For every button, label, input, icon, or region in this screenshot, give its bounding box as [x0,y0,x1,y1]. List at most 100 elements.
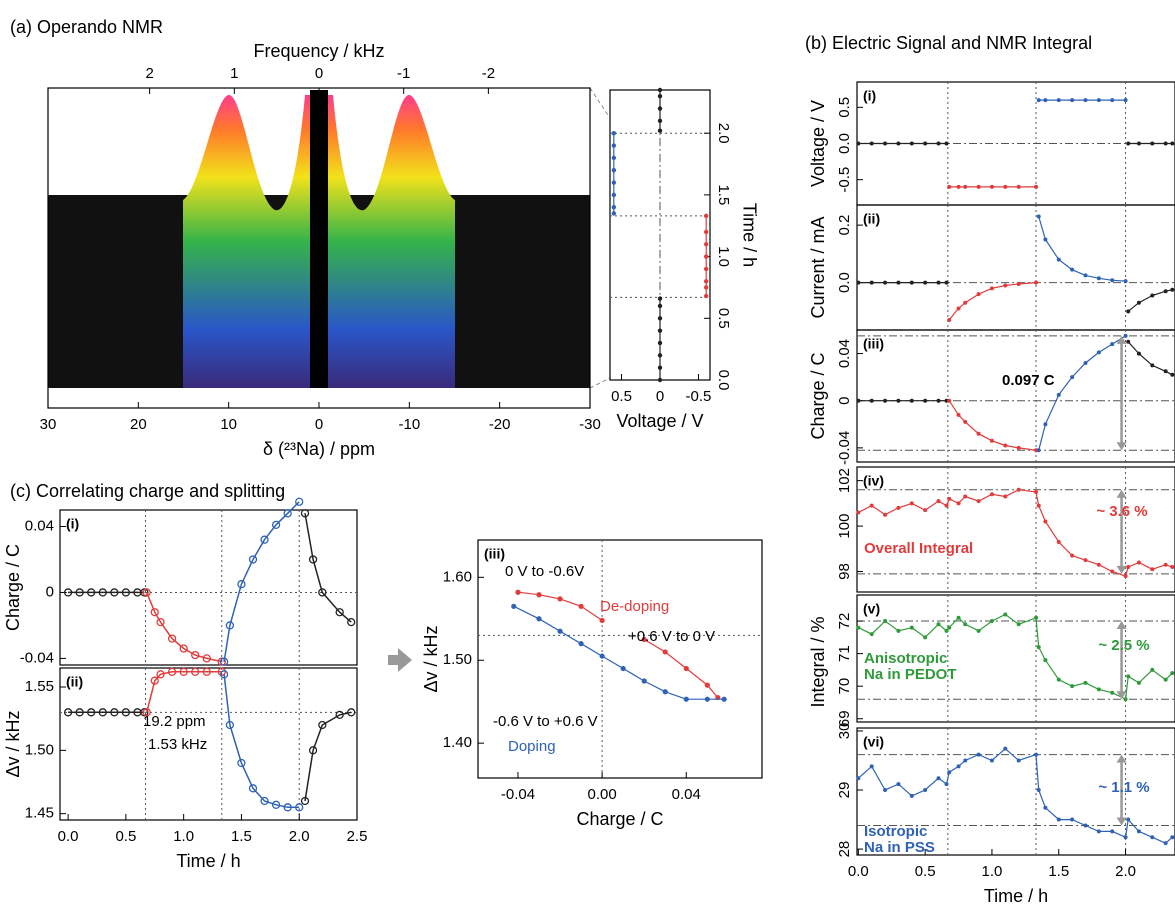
panel-label: (i) [863,88,876,104]
data-point [989,758,994,763]
y-tick-label: 102 [836,468,853,493]
data-point [110,708,119,717]
data-point [944,503,949,508]
data-point [98,588,107,597]
data-point [98,708,107,717]
y-axis-label: Time / h [739,203,759,267]
annotation: 1.53 kHz [148,736,207,753]
data-point [1163,141,1168,146]
data-point [1083,680,1088,685]
series-line [145,671,222,713]
data-point [641,636,647,643]
data-point [1110,829,1115,834]
data-point [167,667,177,676]
data-point [1110,98,1115,103]
panel: (iii) -0.04 0 0.04 Charge / C 0.097 C [808,329,1175,465]
data-point [1110,690,1115,695]
data-point [947,625,952,630]
data-point [703,213,709,219]
data-point [217,657,226,666]
data-point [1034,615,1039,620]
data-point [956,412,961,417]
data-point [936,499,941,504]
data-point [947,317,952,322]
data-point [883,141,888,146]
y-axis-label: Charge / C [3,544,23,631]
data-point [869,280,874,285]
panel: (iv) 98 100 102 Overall Integral ~ 3.6 % [836,466,1175,593]
panel: (b) Electric Signal and NMR Integral (i) -… [805,33,1175,206]
data-point [1110,278,1115,283]
data-point [1043,422,1048,427]
panel-label: (ii) [863,211,880,227]
data-point [237,580,246,589]
data-point [869,398,874,403]
data-point [1070,553,1075,558]
data-point [536,592,542,598]
y-tick-label: 1.45 [25,805,54,822]
y-tick-label: 0 [46,583,54,600]
x-tick-label: 0 [656,388,664,405]
data-point [1056,98,1061,103]
data-point [963,184,968,189]
data-point [662,689,668,695]
data-point [1083,273,1088,278]
data-point [611,143,617,148]
data-point [611,180,617,185]
data-point [923,508,928,513]
y-tick-label: 28 [836,841,853,858]
data-point [1096,562,1101,567]
data-point [1123,574,1128,579]
data-point [611,192,617,198]
series-label: Doping [508,738,556,755]
data-point [1034,752,1039,757]
data-point [110,588,119,597]
data-point [896,628,901,633]
data-point [683,665,689,672]
series-line [643,638,719,698]
series-label: De-doping [600,598,669,615]
y-tick-label: 30 [836,723,853,740]
data-point [515,589,521,595]
data-point [703,254,709,259]
data-point [1083,98,1088,103]
data-point [1003,494,1008,499]
x-tick-label: 30 [40,416,57,433]
data-point [1083,361,1088,365]
y-tick-label: 1.0 [715,246,732,267]
data-point [856,141,861,146]
data-point [536,616,542,622]
x-tick-label: 0.5 [115,828,136,845]
y-axis-label: Charge / C [808,352,828,439]
data-point [944,141,949,146]
data-point [1083,558,1088,563]
data-point [237,758,246,768]
data-point [703,242,709,247]
x-axis-label: Charge / C [576,809,663,829]
panel: (ii) 0.0 0.5 1.0 1.5 2.0 2.5 Time / h 1.45 1.50 1.… [3,667,367,871]
data-point [1150,667,1155,672]
panel: (v) 69 70 71 72 Integral / % Anisotropic Na in … [808,594,1175,727]
data-point [1043,98,1048,103]
x-tick-label: 0.00 [588,786,617,803]
data-point [578,641,584,647]
data-point [896,280,901,285]
data-point [1036,448,1041,453]
panel-label: (iii) [484,546,505,562]
data-point [1163,289,1168,294]
data-point [1096,687,1101,692]
data-point [1043,519,1048,524]
data-point [657,106,663,111]
data-point [976,292,981,297]
annotation: 19.2 ppm [143,713,206,730]
data-point [703,229,709,235]
data-point [1070,267,1075,272]
data-point [620,665,626,672]
data-point [87,588,96,597]
data-point [1070,684,1075,689]
plot-frame [856,727,1175,856]
data-point [1070,817,1075,822]
data-point [657,93,663,99]
